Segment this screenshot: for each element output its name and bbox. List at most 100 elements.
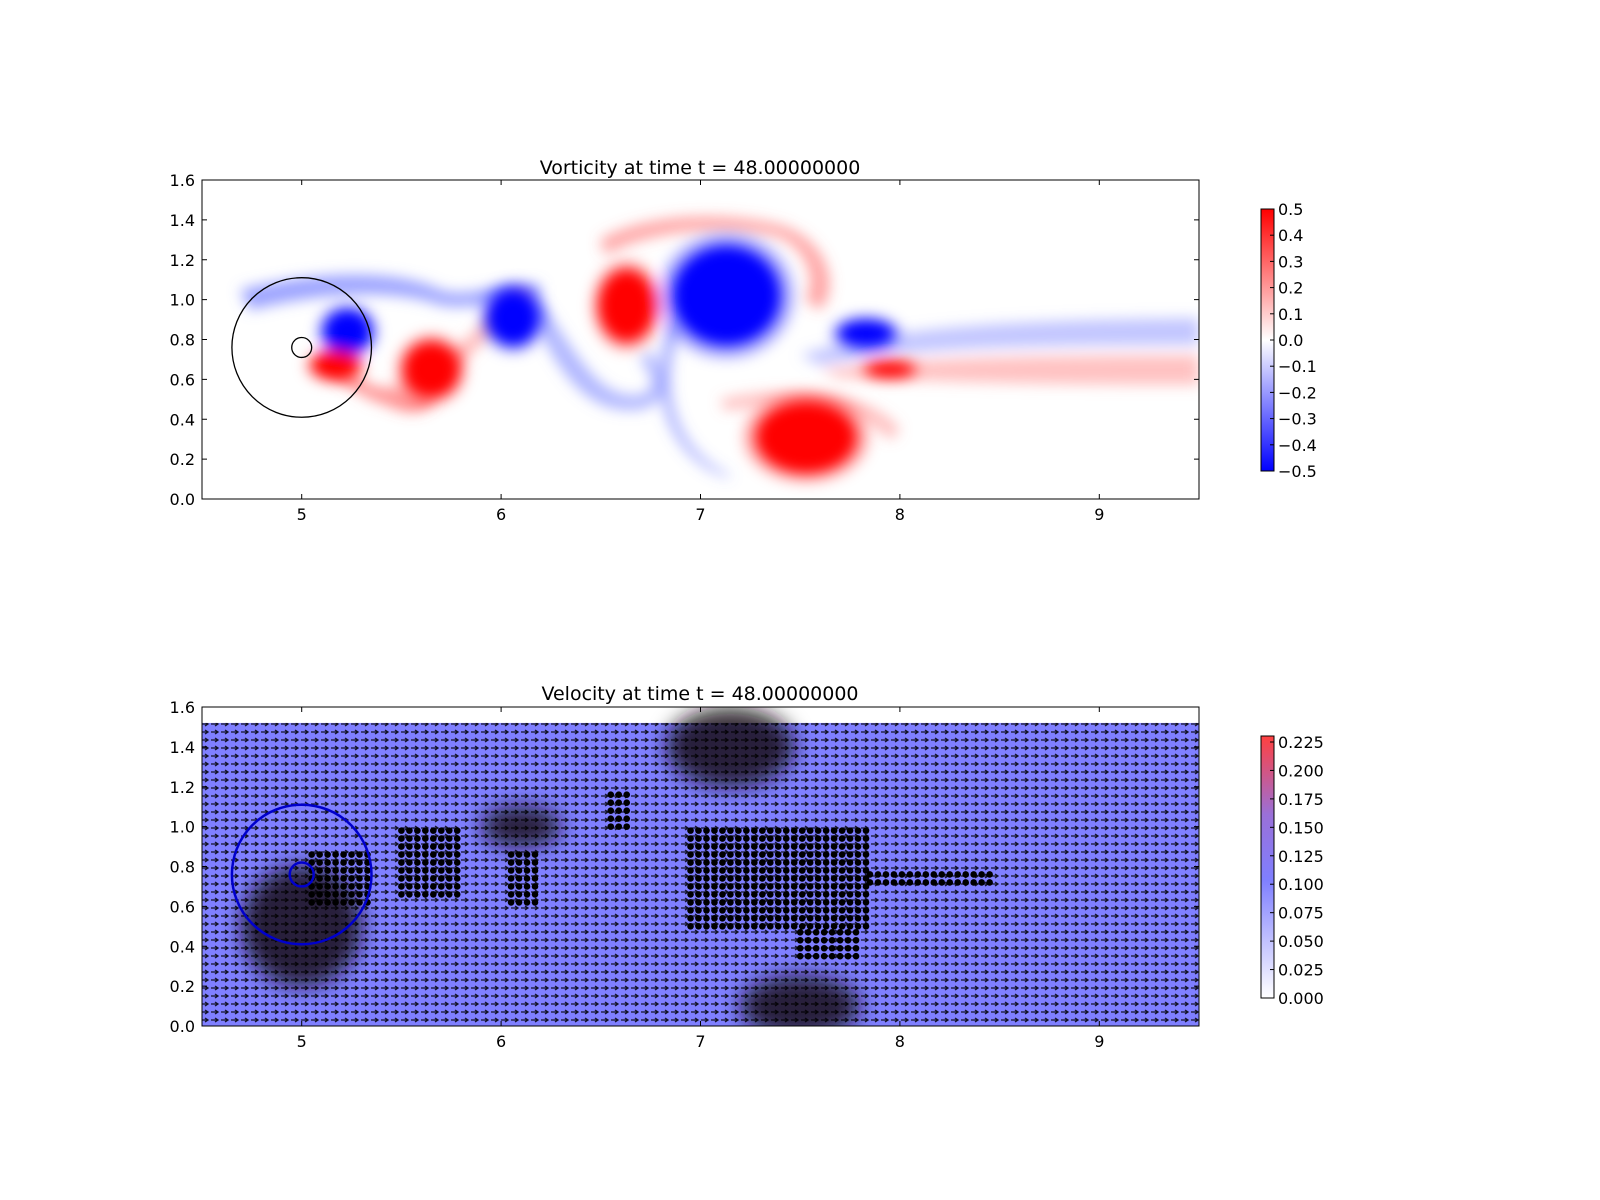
tracer-marker [846,899,854,906]
tracer-marker [743,883,750,890]
tracer-marker [703,827,710,834]
tracer-marker [790,899,798,906]
tracer-marker [820,928,828,936]
tracer-marker [607,807,615,814]
tracer-marker [759,883,766,890]
tracer-marker [414,843,421,850]
tracer-marker [846,875,854,882]
tracer-marker [727,875,734,882]
tracer-marker [774,867,782,874]
tracer-marker [759,875,766,882]
tracer-marker [735,859,742,866]
tracer-marker [882,871,890,878]
tracer-marker [922,879,930,886]
tracer-marker [711,843,718,850]
tracer-marker [804,936,812,944]
tracer-marker [806,859,814,866]
tracer-marker [798,883,806,890]
tracer-marker [453,891,461,898]
vorticity-y-tick-label: 0.0 [170,490,195,509]
tracer-marker [946,871,954,878]
tracer-marker [414,851,421,858]
tracer-marker [852,944,860,952]
positive-vortex [311,351,360,380]
tracer-marker [703,851,710,858]
vorticity-colorbar-tick-label: 0.0 [1278,331,1303,350]
tracer-marker [743,851,750,858]
negative-vortex [838,319,894,348]
tracer-marker [406,859,413,866]
positive-vortex [598,269,655,342]
tracer-marker [938,871,946,878]
tracer-marker [695,851,702,858]
tracer-marker [398,835,405,842]
tracer-marker [822,923,830,930]
tracer-marker [340,891,347,898]
tracer-marker [838,915,846,922]
tracer-marker [782,883,790,890]
tracer-marker [437,843,445,850]
tracer-marker [523,867,531,874]
tracer-marker [766,827,774,834]
tracer-marker [822,907,830,914]
tracer-marker [743,859,750,866]
positive-vortex [756,401,857,474]
tracer-marker [806,843,814,850]
tracer-marker [324,859,331,866]
tracer-marker [970,879,977,886]
tracer-marker [844,936,852,944]
tracer-marker [774,883,782,890]
tracer-marker [774,915,782,922]
tracer-marker [348,859,355,866]
tracer-marker [348,875,355,882]
tracer-marker [814,851,822,858]
tracer-marker [445,851,453,858]
velocity-y-tick-label: 0.4 [170,937,195,956]
tracer-marker [759,859,766,866]
tracer-marker [422,835,429,842]
tracer-marker [735,843,742,850]
tracer-marker [623,823,631,830]
cylinder-circle [291,336,313,359]
tracer-marker [437,875,445,882]
tracer-marker [437,859,445,866]
tracer-marker [838,883,846,890]
tracer-marker [703,891,710,898]
tracer-marker [615,823,623,830]
tracer-marker [798,899,806,906]
tracer-marker [695,915,702,922]
tracer-marker [507,875,515,882]
tracer-marker [774,891,782,898]
tracer-marker [308,891,315,898]
tracer-marker [348,883,355,890]
tracer-marker [414,891,421,898]
tracer-marker [719,827,726,834]
tracer-marker [751,843,758,850]
tracer-marker [727,867,734,874]
tracer-marker [852,928,860,936]
tracer-marker [437,835,445,842]
tracer-marker [814,867,822,874]
tracer-marker [862,843,870,850]
tracer-marker [332,859,339,866]
tracer-marker [430,851,437,858]
tracer-marker [846,843,854,850]
tracer-marker [751,899,758,906]
tracer-marker [774,875,782,882]
tracer-marker [727,899,734,906]
tracer-marker [735,907,742,914]
tracer-marker [828,952,836,960]
tracer-marker [687,899,694,906]
tracer-marker [862,835,870,842]
tracer-marker [774,851,782,858]
tracer-marker [846,915,854,922]
tracer-marker [422,827,429,834]
tracer-marker [838,835,846,842]
velocity-y-tick-label: 0.8 [170,858,195,877]
tracer-marker [735,923,742,930]
tracer-marker [798,875,806,882]
tracer-marker [874,871,882,878]
tracer-marker [703,875,710,882]
tracer-marker [607,815,615,822]
velocity-x-ticks: 5 6 7 8 9 [297,707,1104,1051]
